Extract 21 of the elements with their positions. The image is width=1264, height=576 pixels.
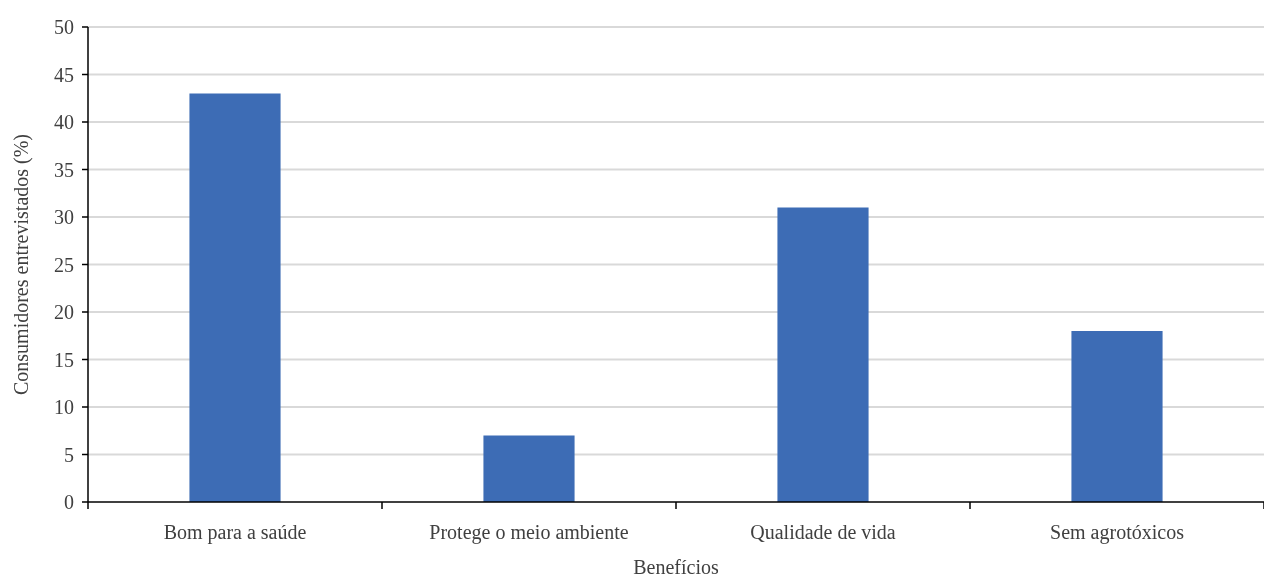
- y-tick-label: 40: [54, 111, 74, 133]
- x-tick-label: Protege o meio ambiente: [429, 521, 629, 544]
- y-tick-label: 15: [54, 348, 74, 371]
- bar: [1071, 331, 1163, 502]
- y-tick-label: 50: [54, 16, 74, 38]
- y-tick-label: 0: [64, 491, 74, 513]
- bar: [483, 435, 575, 502]
- bar: [777, 207, 869, 502]
- y-tick-label: 35: [54, 158, 74, 181]
- y-tick-label: 30: [54, 206, 74, 228]
- x-tick-label: Bom para a saúde: [163, 521, 307, 544]
- y-tick-label: 45: [54, 63, 74, 86]
- x-axis-title: Benefícios: [633, 556, 719, 576]
- y-tick-label: 25: [54, 253, 74, 276]
- x-tick-label: Qualidade de vida: [750, 521, 896, 543]
- y-tick-label: 5: [64, 443, 74, 466]
- y-tick-label: 20: [54, 301, 74, 323]
- y-tick-label: 10: [54, 396, 74, 418]
- y-axis-title: Consumidores entrevistados (%): [10, 133, 33, 396]
- x-tick-label: Sem agrotóxicos: [1050, 521, 1185, 544]
- bar: [189, 93, 281, 502]
